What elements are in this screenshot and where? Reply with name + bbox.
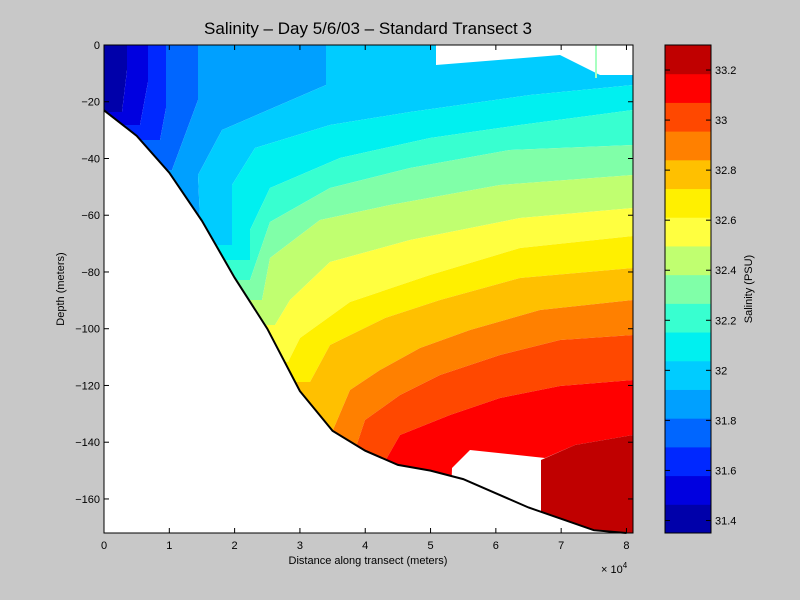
plot-frame — [103, 44, 634, 534]
colorbar-swatch-11 — [665, 188, 711, 218]
colorbar-swatch-15 — [665, 73, 711, 103]
seafloor-fill — [104, 110, 633, 534]
seafloor-line — [103, 109, 627, 534]
x-axis: 0 1 2 3 4 5 6 7 8 — [101, 45, 630, 552]
colorbar-swatch-16 — [665, 45, 711, 75]
colorbar-tick-label-7: 32.8 — [715, 165, 736, 177]
y-axis: 0 −20 −40 −60 −80 −100 −120 −140 −160 — [75, 40, 633, 506]
colorbar-swatch-6 — [665, 332, 711, 362]
colorbar-tick-label-9: 33.2 — [715, 65, 736, 77]
y-tick-label-2: −40 — [81, 153, 100, 165]
colorbar-swatch-4 — [665, 389, 711, 419]
colorbar-tick-label-5: 32.4 — [715, 265, 736, 277]
contour-band-11 — [104, 236, 633, 382]
contour-band-1 — [104, 45, 148, 125]
contour-band-3 — [104, 45, 198, 170]
contour-band-6 — [104, 85, 633, 260]
colorbar-tick-label-3: 32 — [715, 365, 727, 377]
x-exponent-power: 4 — [623, 561, 628, 570]
y-tick-label-8: −160 — [75, 494, 100, 506]
x-exponent-base: × 10 — [601, 564, 623, 576]
colorbar-tick-label-6: 32.6 — [715, 215, 736, 227]
plot-area — [103, 44, 634, 534]
y-tick-label-7: −140 — [75, 437, 100, 449]
colorbar-swatch-0 — [665, 504, 711, 534]
colorbar-tick-label-4: 32.2 — [715, 315, 736, 327]
colorbar-swatch-12 — [665, 159, 711, 190]
colorbar-frame — [664, 44, 712, 534]
y-tick-label-4: −80 — [81, 267, 100, 279]
x-tick-label-2: 2 — [232, 540, 238, 552]
x-tick-label-4: 4 — [362, 540, 368, 552]
contour-band-14 — [104, 335, 633, 470]
colorbar-swatch-9 — [665, 245, 711, 276]
colorbar-swatch-2 — [665, 446, 711, 477]
contour-band-9 — [104, 175, 633, 325]
x-tick-label-8: 8 — [623, 540, 629, 552]
x-tick-label-1: 1 — [166, 540, 172, 552]
y-tick-label-0: 0 — [94, 40, 100, 52]
x-tick-label-0: 0 — [101, 540, 107, 552]
colorbar-swatch-10 — [665, 217, 711, 247]
contour-band-10 — [104, 208, 633, 362]
colorbar-tick-label-8: 33 — [715, 115, 727, 127]
colorbar-tick-label-2: 31.8 — [715, 415, 736, 427]
x-tick-label-3: 3 — [297, 540, 303, 552]
colorbar-tick-label-0: 31.4 — [715, 515, 736, 527]
colorbar-swatch-5 — [665, 360, 711, 390]
colorbar-swatch-14 — [665, 102, 711, 132]
x-axis-label: Distance along transect (meters) — [289, 555, 448, 567]
x-tick-label-7: 7 — [558, 540, 564, 552]
colorbar-swatch-7 — [665, 303, 711, 333]
x-tick-label-5: 5 — [427, 540, 433, 552]
colorbar-label: Salinity (PSU) — [743, 255, 755, 323]
contour-band-13 — [104, 300, 633, 450]
y-tick-label-6: −120 — [75, 380, 100, 392]
colorbar — [665, 45, 711, 534]
contour-band-2 — [104, 45, 166, 140]
contour-band-5 — [104, 45, 633, 245]
contour-band-8 — [104, 145, 633, 300]
colorbar-swatch-8 — [665, 274, 711, 304]
y-tick-label-3: −60 — [81, 210, 100, 222]
colorbar-swatch-3 — [665, 418, 711, 448]
x-axis-exponent: × 104 — [601, 561, 628, 576]
y-tick-label-5: −100 — [75, 324, 100, 336]
colorbar-swatch-13 — [665, 131, 711, 161]
colorbar-tick-label-1: 31.6 — [715, 465, 736, 477]
x-tick-label-6: 6 — [493, 540, 499, 552]
chart-title: Salinity – Day 5/6/03 – Standard Transec… — [204, 19, 532, 38]
contour-band-0 — [104, 45, 127, 112]
contour-band-16 — [541, 435, 633, 533]
y-tick-label-1: −20 — [81, 97, 100, 109]
colorbar-swatch-1 — [665, 475, 711, 505]
y-axis-label: Depth (meters) — [55, 252, 67, 325]
colorbar-ticks: 31.4 31.6 31.8 32 32.2 32.4 32.6 32.8 33 33.2 — [665, 65, 736, 527]
